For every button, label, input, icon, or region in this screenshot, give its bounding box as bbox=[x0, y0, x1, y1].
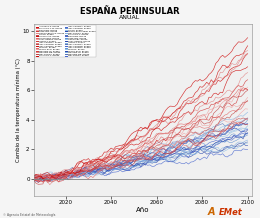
Text: ANUAL: ANUAL bbox=[119, 15, 141, 20]
Text: ESPAÑA PENINSULAR: ESPAÑA PENINSULAR bbox=[80, 7, 180, 15]
X-axis label: Año: Año bbox=[136, 207, 150, 213]
Text: EMet: EMet bbox=[218, 208, 242, 217]
Text: © Agencia Estatal de Meteorología: © Agencia Estatal de Meteorología bbox=[3, 213, 55, 217]
Legend: ACCESS1-3, RCP85, bcc-csm1-1-m, RCP85, BNU-ESM, RCP85, CanESM2, RCP85, CNRM-CERF: ACCESS1-3, RCP85, bcc-csm1-1-m, RCP85, B… bbox=[35, 25, 96, 57]
Y-axis label: Cambio de la temperatura mínima (°C): Cambio de la temperatura mínima (°C) bbox=[16, 58, 21, 162]
Text: A: A bbox=[208, 207, 216, 217]
